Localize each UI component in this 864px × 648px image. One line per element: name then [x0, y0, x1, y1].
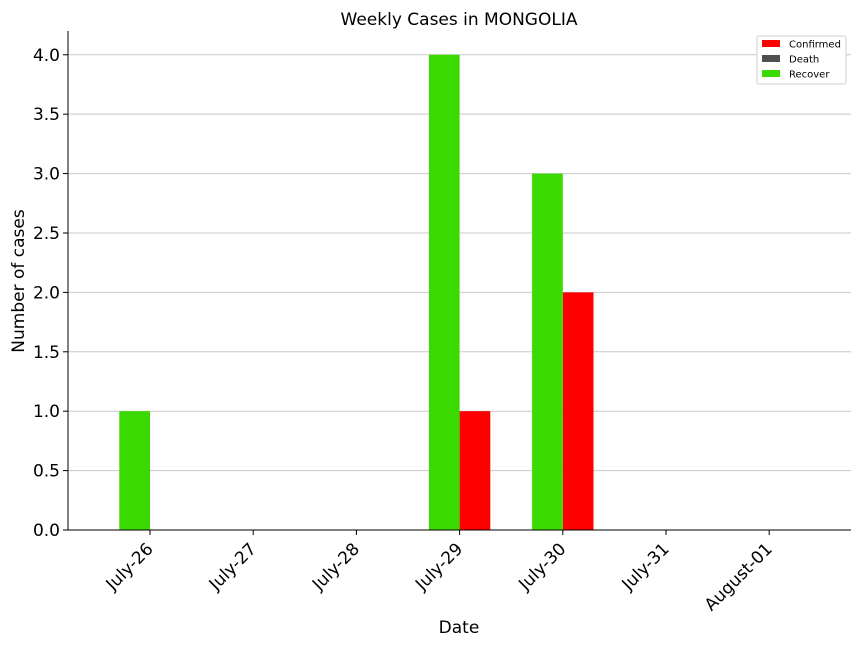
legend-swatch-death — [762, 55, 780, 62]
bar-recover-july-26 — [119, 411, 150, 530]
x-tick-label: July-30 — [514, 539, 570, 595]
y-tick-label: 2.5 — [33, 224, 60, 244]
chart-title: Weekly Cases in MONGOLIA — [341, 10, 578, 30]
legend: Confirmed Death Recover — [756, 35, 847, 85]
bars — [119, 54, 594, 531]
legend-swatch-recover — [762, 70, 780, 77]
y-tick-label: 3.5 — [33, 105, 60, 125]
legend-label-death: Death — [789, 55, 819, 66]
y-ticks: 0.0 0.5 1.0 1.5 2.0 2.5 3.0 3.5 4.0 — [33, 46, 68, 541]
y-tick-label: 1.5 — [33, 343, 60, 363]
x-tick-label: July-27 — [205, 539, 261, 595]
x-ticks: July-26 July-27 July-28 July-29 July-30 July-… — [102, 530, 777, 615]
legend-swatch-confirmed — [762, 40, 780, 47]
y-tick-label: 3.0 — [33, 165, 60, 185]
x-tick-label: August-01 — [701, 539, 777, 615]
legend-label-recover: Recover — [789, 70, 830, 81]
x-tick-label: July-31 — [618, 539, 674, 595]
y-axis-label: Number of cases — [9, 209, 29, 353]
y-tick-label: 0.5 — [33, 462, 60, 482]
bar-confirmed-july-29 — [459, 411, 491, 530]
x-tick-label: July-26 — [102, 539, 158, 595]
y-tick-label: 1.0 — [33, 402, 60, 422]
bar-recover-july-30 — [532, 173, 563, 531]
x-axis-label: Date — [439, 618, 480, 638]
bar-confirmed-july-30 — [562, 292, 594, 530]
x-tick-label: July-28 — [308, 539, 364, 595]
legend-label-confirmed: Confirmed — [789, 40, 841, 51]
y-tick-label: 2.0 — [33, 283, 60, 303]
y-tick-label: 0.0 — [33, 521, 60, 541]
x-tick-label: July-29 — [411, 539, 467, 595]
y-tick-label: 4.0 — [33, 46, 60, 66]
bar-recover-july-29 — [428, 54, 460, 531]
